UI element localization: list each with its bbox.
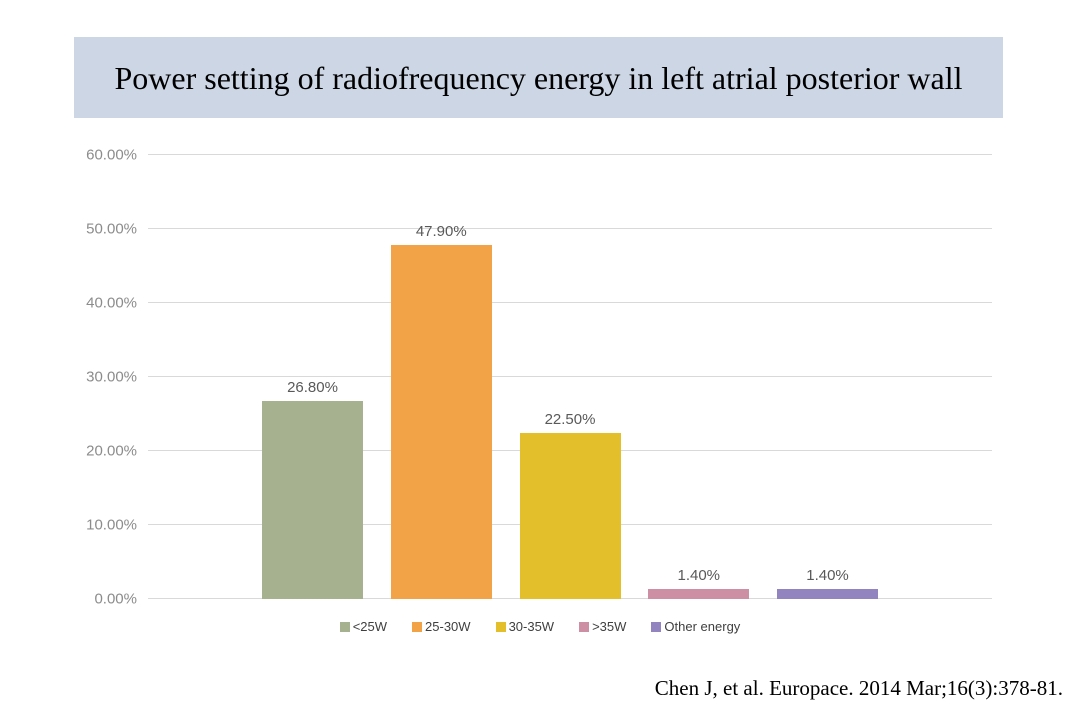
legend-swatch-icon: [579, 621, 590, 632]
y-axis-tick-label: 0.00%: [94, 590, 137, 608]
plot-area: 0.00% 10.00% 20.00% 30.00% 40.00% 50.00% 60.00…: [86, 147, 992, 608]
legend-item-25-30w: 25-30W: [412, 619, 471, 634]
citation: Chen J, et al. Europace. 2014 Mar;16(3):…: [654, 676, 1063, 700]
bar--35w: 1.40%: [648, 567, 750, 599]
y-axis-tick-label: 50.00%: [86, 220, 137, 238]
bar-value-label: 1.40%: [677, 566, 721, 584]
bar-25-30w: 47.90%: [390, 223, 492, 599]
gridline: [148, 154, 992, 155]
legend-label: >35W: [592, 619, 627, 634]
legend-item-30-35w: 30-35W: [495, 619, 555, 634]
legend-swatch-icon: [495, 621, 506, 632]
legend-label: 25-30W: [425, 619, 471, 634]
legend-label: 30-35W: [508, 619, 555, 634]
bar-value-label: 47.90%: [415, 222, 467, 240]
legend-swatch-icon: [651, 621, 662, 632]
legend-item--25w: <25W: [339, 619, 388, 634]
bar-value-label: 1.40%: [806, 566, 849, 584]
bars-layer: 26.80% 47.90% 22.50% 1.40% 1.40%: [148, 155, 992, 599]
gridline: [148, 228, 992, 229]
bar--25w: 26.80%: [262, 379, 363, 599]
y-axis-tick-label: 60.00%: [86, 146, 137, 164]
y-axis-tick-label: 20.00%: [86, 442, 137, 460]
bar-value-label: 26.80%: [287, 378, 338, 396]
chart-title-bar: Power setting of radiofrequency energy i…: [74, 37, 1003, 118]
bar-value-label: 22.50%: [544, 410, 596, 428]
legend: <25W 25-30W 30-35W >35W Other energy: [0, 619, 1080, 634]
gridline: [148, 302, 992, 303]
legend-label: <25W: [352, 619, 388, 634]
legend-item--35w: >35W: [579, 619, 626, 634]
y-axis-tick-label: 30.00%: [86, 368, 137, 386]
y-axis-tick-label: 40.00%: [86, 294, 137, 312]
legend-item-other-energy: Other energy: [651, 619, 740, 634]
bar-30-35w: 22.50%: [519, 411, 621, 599]
legend-label: Other energy: [664, 619, 741, 634]
bar-other-energy: 1.40%: [777, 567, 878, 599]
legend-swatch-icon: [412, 621, 423, 632]
legend-swatch-icon: [339, 621, 350, 632]
gridline: [148, 376, 992, 377]
y-axis-tick-label: 10.00%: [86, 516, 137, 534]
chart-title: Power setting of radiofrequency energy i…: [114, 59, 963, 96]
